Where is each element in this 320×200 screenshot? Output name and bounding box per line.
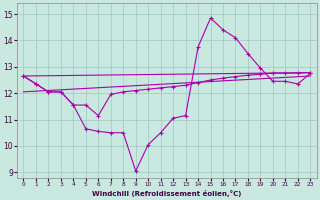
X-axis label: Windchill (Refroidissement éolien,°C): Windchill (Refroidissement éolien,°C) xyxy=(92,190,242,197)
